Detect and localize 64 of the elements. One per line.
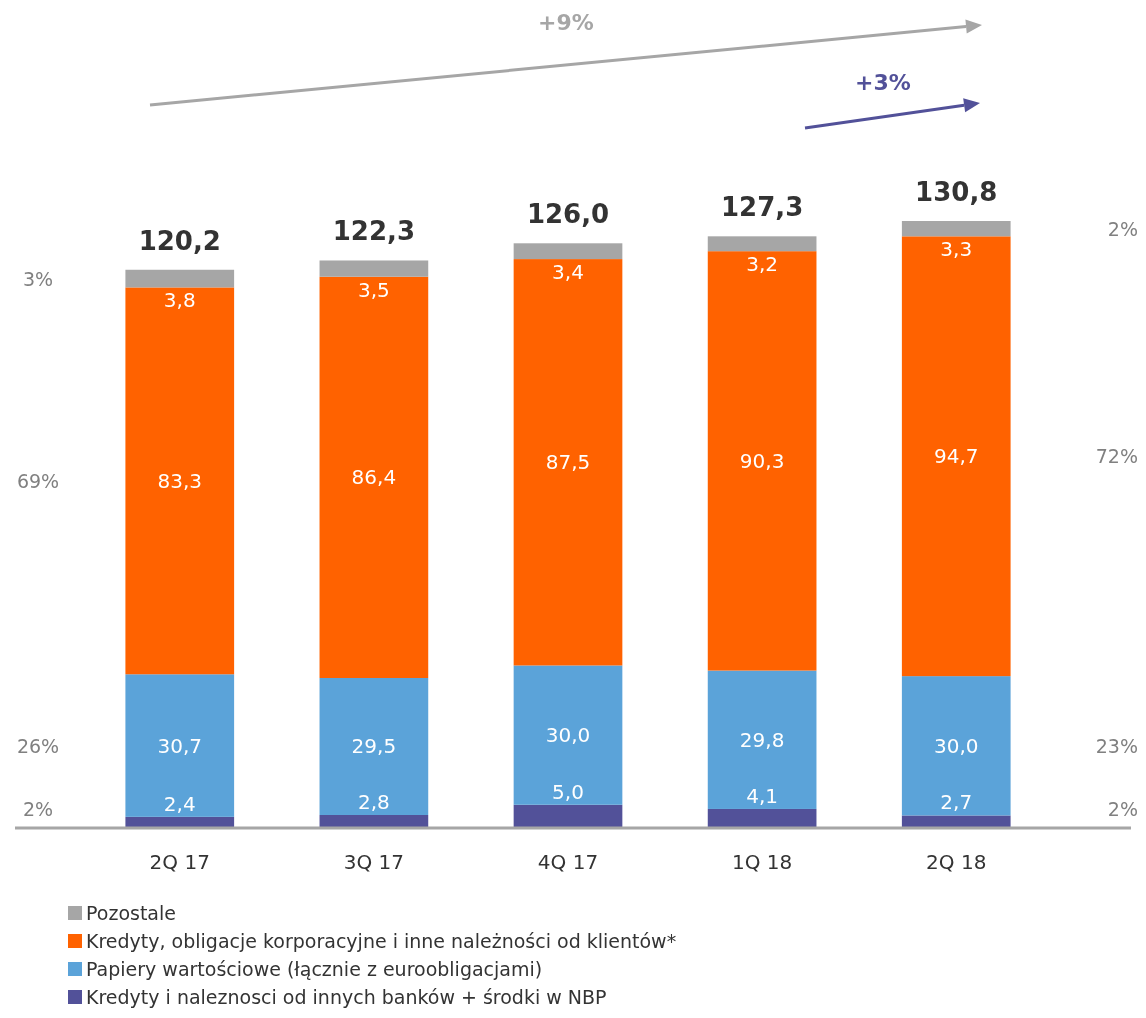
data-label: 2,4 xyxy=(163,791,196,816)
data-label: 90,3 xyxy=(739,448,785,473)
bar xyxy=(513,665,623,805)
bar xyxy=(125,674,235,817)
data-label: 3,4 xyxy=(552,260,584,285)
annotation: 72% xyxy=(1095,445,1138,468)
legend-label: Pozostale xyxy=(86,902,176,924)
legend-label: Papiery wartościowe (łącznie z euroobligacjami) xyxy=(86,958,543,980)
annotation: 3% xyxy=(22,267,54,290)
annotation: 23% xyxy=(1095,734,1138,757)
data-label: 94,7 xyxy=(933,444,979,469)
data-label: 2,8 xyxy=(357,790,390,814)
data-label: 5,0 xyxy=(552,779,584,804)
bar xyxy=(513,243,623,260)
data-label: 29,5 xyxy=(351,734,397,759)
bar xyxy=(901,236,1011,677)
bar xyxy=(125,816,235,828)
data-label: 86,4 xyxy=(351,465,397,490)
data-label: 30,0 xyxy=(545,723,591,748)
bar xyxy=(319,276,429,678)
legend-label: Kredyty i naleznosci od innych banków + środki w NBP xyxy=(86,986,607,1008)
data-label: 3,5 xyxy=(357,277,390,302)
bar xyxy=(319,815,429,828)
annotation: 26% xyxy=(16,734,60,757)
x-tick-label: 2Q 18 xyxy=(926,850,987,874)
text: +3% xyxy=(855,70,911,95)
data-label: 4,1 xyxy=(746,783,779,808)
annotation: 2% xyxy=(1107,217,1138,240)
annotation: 69% xyxy=(16,469,60,492)
x-tick-label: 1Q 18 xyxy=(731,850,793,874)
bar xyxy=(901,676,1011,816)
data-label: 30,7 xyxy=(157,733,203,758)
bar xyxy=(707,251,817,671)
total-label: 122,3 xyxy=(332,216,416,247)
x-tick-label: 3Q 17 xyxy=(343,850,405,874)
bar xyxy=(707,236,817,252)
bar xyxy=(125,269,235,288)
annotation: 2% xyxy=(22,798,54,820)
x-tick-label: 4Q 17 xyxy=(537,850,599,874)
data-label: 3,3 xyxy=(940,237,973,262)
total-label: 130,8 xyxy=(915,177,998,207)
data-label: 87,5 xyxy=(545,450,591,475)
bar xyxy=(901,221,1011,237)
data-label: 3,2 xyxy=(746,252,779,277)
bar xyxy=(125,287,235,675)
annotation: 2% xyxy=(1107,798,1138,820)
total-label: 126,0 xyxy=(526,199,610,230)
data-label: 83,3 xyxy=(157,468,203,493)
bar xyxy=(319,677,429,815)
bar xyxy=(513,804,623,828)
data-label: 2,7 xyxy=(940,790,973,815)
data-label: 29,8 xyxy=(739,727,785,752)
legend-label: Kredyty, obligacje korporacyjne i inne należności od klientów* xyxy=(86,930,677,952)
x-tick-label: 2Q 17 xyxy=(149,850,210,874)
text: +9% xyxy=(538,10,594,35)
total-label: 120,2 xyxy=(138,225,221,256)
total-label: 127,3 xyxy=(720,192,804,223)
bar xyxy=(707,808,817,828)
bar xyxy=(513,259,623,666)
data-label: 30,0 xyxy=(933,733,979,758)
bar xyxy=(319,260,429,277)
bar xyxy=(901,815,1011,828)
data-label: 3,8 xyxy=(163,288,196,313)
bar xyxy=(707,670,817,809)
